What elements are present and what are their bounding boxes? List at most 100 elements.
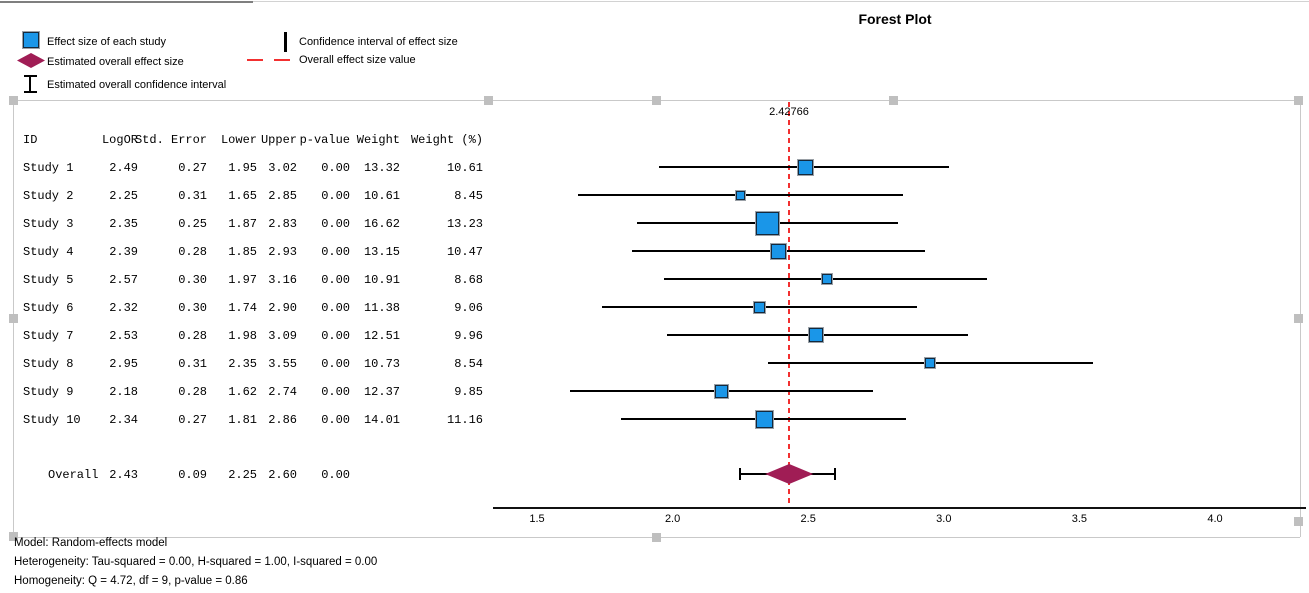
cell-logor: 2.18	[109, 385, 138, 399]
cell-weight_pct: 8.54	[454, 357, 483, 371]
effect-square[interactable]	[809, 328, 824, 342]
cell-std_error: 0.30	[178, 273, 207, 287]
cell-upper: 2.85	[268, 189, 297, 203]
legend-label-effect-size: Effect size of each study	[47, 36, 167, 48]
overall-effect-dashed-line[interactable]	[787, 102, 790, 506]
cell-logor: 2.53	[109, 329, 138, 343]
cell-std_error: 0.25	[178, 217, 207, 231]
cell-upper: 2.83	[268, 217, 297, 231]
effect-square[interactable]	[735, 190, 745, 200]
cell-logor: 2.95	[109, 357, 138, 371]
legend-label-overall-effect: Estimated overall effect size	[47, 56, 184, 68]
cell-logor: 2.49	[109, 161, 138, 175]
cell-weight: 13.15	[363, 245, 400, 259]
cell-weight_pct: 13.23	[446, 217, 483, 231]
cell-weight: 12.37	[363, 385, 400, 399]
column-header: LogOR	[101, 133, 138, 147]
effect-square[interactable]	[925, 358, 936, 368]
column-header: Weight	[356, 133, 400, 147]
ibeam-bottom-cap	[24, 91, 37, 93]
x-tick-label: 1.5	[529, 513, 545, 525]
selection-handle[interactable]	[9, 314, 18, 323]
table-row: Study 1 2.49 0.27 1.95 3.02 0.00 13.32 10.61	[0, 161, 500, 175]
effect-square[interactable]	[822, 274, 833, 284]
x-tick-label: 3.5	[1071, 513, 1088, 525]
selection-handle[interactable]	[652, 96, 661, 105]
cell-p_value: 0.00	[321, 273, 350, 287]
cell-id: Study 6	[23, 301, 74, 315]
selection-handle[interactable]	[484, 96, 493, 105]
cell-std_error: 0.27	[178, 161, 207, 175]
cell-std_error: 0.30	[178, 301, 207, 315]
cell-id: Study 3	[23, 217, 74, 231]
cell-lower: 2.35	[228, 357, 257, 371]
cell-lower: 1.98	[228, 329, 257, 343]
cell-logor: 2.25	[109, 189, 138, 203]
column-header-id: ID	[23, 133, 38, 147]
cell-p_value: 0.00	[321, 385, 350, 399]
cell-upper: 2.93	[268, 245, 297, 259]
column-header: Std. Error	[134, 133, 207, 147]
selection-handle[interactable]	[1294, 314, 1303, 323]
effect-square[interactable]	[714, 384, 728, 398]
cell-p_value: 0.00	[321, 413, 350, 427]
cell-std_error: 0.28	[178, 245, 207, 259]
cell-p_value: 0.00	[321, 161, 350, 175]
cell-weight: 14.01	[363, 413, 400, 427]
selection-handle[interactable]	[9, 96, 18, 105]
cell-weight: 16.62	[363, 217, 400, 231]
heterogeneity-note: Heterogeneity: Tau-squared = 0.00, H-squ…	[14, 556, 378, 568]
ci-vertical-line-icon	[284, 32, 287, 52]
effect-square[interactable]	[770, 243, 786, 259]
overall-ci-left-cap	[739, 468, 742, 480]
selection-handle[interactable]	[9, 532, 18, 541]
effect-square[interactable]	[756, 410, 774, 428]
cell-upper: 3.09	[268, 329, 297, 343]
table-row: Study 8 2.95 0.31 2.35 3.55 0.00 10.73 8.54	[0, 357, 500, 371]
cell-lower: 1.85	[228, 245, 257, 259]
cell-std_error: 0.09	[178, 468, 207, 482]
cell-lower: 1.97	[228, 273, 257, 287]
cell-weight_pct: 10.47	[446, 245, 483, 259]
selection-handle[interactable]	[1294, 517, 1303, 526]
cell-std_error: 0.28	[178, 329, 207, 343]
selection-handle[interactable]	[889, 96, 898, 105]
cell-id: Study 5	[23, 273, 74, 287]
cell-p_value: 0.00	[321, 468, 350, 482]
cell-id: Overall	[48, 468, 99, 482]
overall-diamond[interactable]	[765, 464, 814, 484]
selection-handle[interactable]	[1294, 96, 1303, 105]
cell-logor: 2.43	[109, 468, 138, 482]
table-row: Study 6 2.32 0.30 1.74 2.90 0.00 11.38 9.06	[0, 301, 500, 315]
table-row: Study 3 2.35 0.25 1.87 2.83 0.00 16.62 13.23	[0, 217, 500, 231]
legend-label-overall-ci: Estimated overall confidence interval	[47, 79, 227, 91]
effect-square[interactable]	[753, 301, 765, 313]
cell-id: Study 9	[23, 385, 74, 399]
selection-handle[interactable]	[652, 533, 661, 542]
cell-logor: 2.57	[109, 273, 138, 287]
cell-weight: 13.32	[363, 161, 400, 175]
effect-square[interactable]	[756, 211, 780, 235]
legend-label-overall-value: Overall effect size value	[299, 54, 416, 66]
homogeneity-note: Homogeneity: Q = 4.72, df = 9, p-value =…	[14, 575, 248, 587]
table-row: Study 2 2.25 0.31 1.65 2.85 0.00 10.61 8.45	[0, 189, 500, 203]
cell-std_error: 0.27	[178, 413, 207, 427]
ibeam-stem	[29, 75, 31, 93]
cell-upper: 3.02	[268, 161, 297, 175]
cell-lower: 1.81	[228, 413, 257, 427]
overall-effect-value-label: 2.42766	[769, 106, 809, 118]
effect-square[interactable]	[797, 159, 813, 175]
cell-weight: 10.91	[363, 273, 400, 287]
cell-id: Study 1	[23, 161, 74, 175]
x-tick-label: 4.0	[1207, 513, 1223, 525]
cell-lower: 1.74	[228, 301, 257, 315]
overall-ci-right-cap	[834, 468, 837, 480]
cell-id: Study 2	[23, 189, 74, 203]
cell-p_value: 0.00	[321, 217, 350, 231]
study-effect-square-icon	[23, 32, 39, 48]
overall-ci-ibeam-icon	[24, 75, 37, 93]
cell-lower: 2.25	[228, 468, 257, 482]
overall-dashed-line-icon	[247, 59, 293, 61]
table-row: Study 5 2.57 0.30 1.97 3.16 0.00 10.91 8.68	[0, 273, 500, 287]
